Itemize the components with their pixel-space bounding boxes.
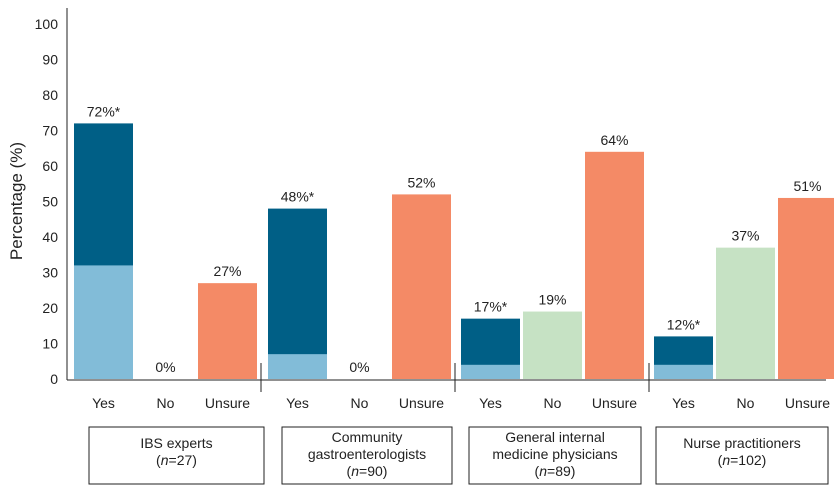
group-box (88, 426, 265, 485)
bar-no (716, 247, 775, 379)
y-tick-label: 50 (42, 194, 58, 210)
y-tick-label: 100 (35, 16, 59, 32)
y-tick-label: 20 (42, 300, 58, 316)
data-label: 19% (538, 292, 566, 308)
category-labels: Yes No Unsure Yes No Unsure Yes No Unsure Yes No Un… (92, 363, 830, 411)
bar-unsure (585, 151, 644, 379)
bar-unsure (778, 197, 834, 379)
y-tick-label: 80 (42, 87, 58, 103)
group-box (468, 426, 642, 485)
bar-yes-light (654, 364, 713, 379)
x-category-label: Yes (286, 395, 309, 411)
y-tick-label: 60 (42, 158, 58, 174)
group-name: gastroenterologists (308, 446, 426, 462)
group-n-label: (n=102) (718, 452, 767, 468)
x-category-label: Unsure (785, 395, 830, 411)
bar-no (523, 311, 582, 379)
data-label: 17%* (474, 299, 508, 315)
x-category-label: Unsure (592, 395, 637, 411)
data-label: 51% (793, 178, 821, 194)
group-box (281, 426, 453, 485)
x-category-label: No (157, 395, 175, 411)
x-category-label: No (351, 395, 369, 411)
bar-yes-dark (268, 208, 327, 379)
bar-unsure (392, 194, 451, 379)
bar-yes-light (268, 354, 327, 379)
x-category-label: Yes (92, 395, 115, 411)
x-category-label: Yes (479, 395, 502, 411)
x-category-label: Unsure (205, 395, 250, 411)
bar-yes-light (461, 364, 520, 379)
x-category-label: No (544, 395, 562, 411)
group-name: IBS experts (140, 435, 212, 451)
y-axis: 0 10 20 30 40 50 60 70 80 90 100 (35, 8, 68, 387)
data-label: 37% (731, 228, 759, 244)
data-label: 0% (155, 359, 175, 375)
y-axis-label: Percentage (%) (7, 142, 26, 260)
bars-layer: 72%* 0% 27% 48%* 0% 52% 17%* 19% 64% 12%* 37% 51% (74, 103, 834, 380)
bar-yes-light (74, 265, 133, 379)
y-tick-label: 30 (42, 265, 58, 281)
group-name: General internal (505, 429, 605, 445)
group-n-label: (n=27) (156, 452, 197, 468)
data-label: 27% (213, 263, 241, 279)
group-name: medicine physicians (492, 446, 617, 462)
data-label: 72%* (87, 103, 121, 119)
group-n-label: (n=90) (347, 463, 388, 479)
group-box (655, 426, 829, 485)
x-category-label: No (737, 395, 755, 411)
y-tick-label: 90 (42, 52, 58, 68)
data-label: 12%* (667, 316, 701, 332)
data-label: 0% (349, 359, 369, 375)
x-category-label: Yes (672, 395, 695, 411)
bar-unsure (198, 283, 257, 379)
y-tick-label: 10 (42, 336, 58, 352)
group-boxes: IBS experts(n=27) Communitygastroenterolo… (88, 426, 829, 485)
data-label: 48%* (281, 189, 315, 205)
x-category-label: Unsure (399, 395, 444, 411)
data-label: 52% (407, 174, 435, 190)
data-label: 64% (600, 132, 628, 148)
group-name: Nurse practitioners (683, 435, 801, 451)
group-name: Community (332, 429, 403, 445)
y-tick-label: 0 (50, 371, 58, 387)
group-n-label: (n=89) (535, 463, 576, 479)
y-tick-label: 40 (42, 229, 58, 245)
y-tick-label: 70 (42, 123, 58, 139)
